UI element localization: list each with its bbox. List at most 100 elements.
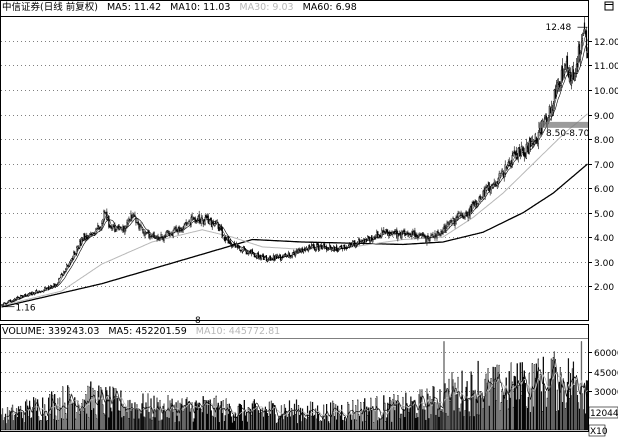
volume-bar bbox=[356, 419, 358, 431]
price-candle-body bbox=[81, 238, 83, 245]
volume-bar bbox=[512, 406, 514, 431]
price-candle-body bbox=[45, 287, 47, 289]
price-candle-body bbox=[381, 229, 383, 237]
price-candle-body bbox=[291, 252, 294, 257]
volume-bar bbox=[203, 399, 205, 431]
price-candle-body bbox=[8, 299, 11, 302]
price-candle-body bbox=[247, 252, 249, 254]
price-candle-body bbox=[315, 243, 318, 251]
volume-bar bbox=[572, 361, 575, 431]
volume-bar bbox=[543, 384, 545, 431]
volume-bar bbox=[563, 390, 566, 431]
price-candle-body bbox=[140, 224, 142, 226]
price-candle-body bbox=[581, 38, 584, 42]
date-marker: 8 bbox=[195, 316, 201, 326]
price-candle-body bbox=[346, 247, 348, 250]
volume-bar bbox=[558, 381, 561, 431]
volume-bar bbox=[414, 400, 416, 431]
volume-bar bbox=[93, 408, 95, 431]
volume-bar bbox=[430, 414, 432, 431]
price-candle-body bbox=[394, 230, 396, 234]
price-candle-body bbox=[51, 285, 53, 288]
volume-bar bbox=[202, 396, 204, 431]
volume-bar bbox=[550, 358, 552, 431]
volume-bar bbox=[486, 382, 488, 431]
price-candle-body bbox=[471, 204, 473, 211]
volume-bar bbox=[302, 414, 305, 431]
volume-bar bbox=[242, 411, 244, 431]
price-candle-body bbox=[404, 230, 406, 236]
price-candle-body bbox=[302, 249, 305, 253]
price-candle-body bbox=[243, 246, 245, 250]
price-candle-body bbox=[489, 189, 491, 193]
price-candle-body bbox=[504, 164, 506, 174]
volume-bar bbox=[267, 415, 270, 431]
volume-bar bbox=[99, 399, 101, 431]
price-candle-body bbox=[78, 245, 80, 248]
price-candle-body bbox=[189, 223, 191, 226]
volume-bar bbox=[170, 403, 172, 431]
volume-bar bbox=[265, 409, 268, 431]
volume-bar bbox=[19, 405, 22, 431]
price-candle-body bbox=[368, 236, 370, 238]
volume-bar bbox=[33, 397, 35, 431]
price-candle-body bbox=[210, 217, 212, 226]
volume-bar bbox=[449, 401, 451, 431]
price-candle-body bbox=[40, 291, 42, 293]
volume-bar bbox=[538, 380, 540, 431]
price-candle-body bbox=[293, 252, 296, 255]
volume-bar bbox=[224, 415, 226, 431]
price-candle-body bbox=[324, 243, 326, 248]
price-candle-body bbox=[125, 226, 127, 229]
price-candle-body bbox=[306, 248, 309, 250]
price-candle-body bbox=[452, 217, 454, 220]
volume-bar bbox=[264, 406, 267, 431]
volume-bar bbox=[199, 407, 201, 431]
price-candle-body bbox=[384, 231, 386, 234]
price-candle-body bbox=[308, 245, 311, 248]
volume-bar bbox=[95, 414, 97, 431]
price-candle-body bbox=[535, 137, 537, 143]
price-candle-body bbox=[422, 232, 424, 236]
volume-bar bbox=[283, 404, 286, 431]
volume-bar bbox=[276, 422, 279, 431]
volume-bar bbox=[520, 395, 522, 431]
volume-bar bbox=[446, 389, 448, 431]
price-candle-body bbox=[67, 265, 69, 267]
price-candle-body bbox=[554, 89, 556, 99]
volume-bar bbox=[309, 401, 312, 431]
price-candle-body bbox=[85, 236, 87, 240]
price-candle-body bbox=[326, 246, 328, 250]
volume-bar bbox=[249, 408, 251, 431]
volume-bar bbox=[473, 416, 475, 431]
volume-bar bbox=[390, 400, 392, 431]
price-candle-body bbox=[429, 237, 431, 242]
volume-bar bbox=[177, 400, 179, 431]
volume-bar bbox=[240, 404, 242, 431]
price-candle-body bbox=[570, 80, 573, 87]
price-candle-body bbox=[153, 231, 155, 239]
volume-bar bbox=[528, 373, 530, 431]
price-candle-body bbox=[398, 233, 400, 235]
price-candle-body bbox=[211, 223, 213, 228]
price-candle-body bbox=[224, 237, 226, 242]
volume-bar bbox=[412, 401, 414, 431]
price-candle-body bbox=[66, 264, 68, 269]
volume-bar bbox=[401, 413, 403, 431]
volume-bar bbox=[453, 410, 455, 431]
volume-bar bbox=[250, 414, 252, 431]
volume-bar bbox=[27, 416, 30, 431]
volume-bar bbox=[307, 417, 310, 431]
volume-bar bbox=[41, 420, 43, 431]
volume-bar bbox=[0, 414, 3, 431]
price-candle-body bbox=[370, 237, 372, 241]
volume-bar bbox=[353, 413, 355, 431]
price-candle-body bbox=[204, 217, 206, 224]
volume-bar bbox=[216, 407, 218, 431]
volume-bar bbox=[474, 394, 476, 431]
price-tick-label: 12.00 bbox=[594, 38, 618, 48]
volume-tick-label: 60000 bbox=[594, 349, 618, 359]
price-candle-body bbox=[137, 221, 139, 225]
volume-bar bbox=[39, 420, 41, 431]
